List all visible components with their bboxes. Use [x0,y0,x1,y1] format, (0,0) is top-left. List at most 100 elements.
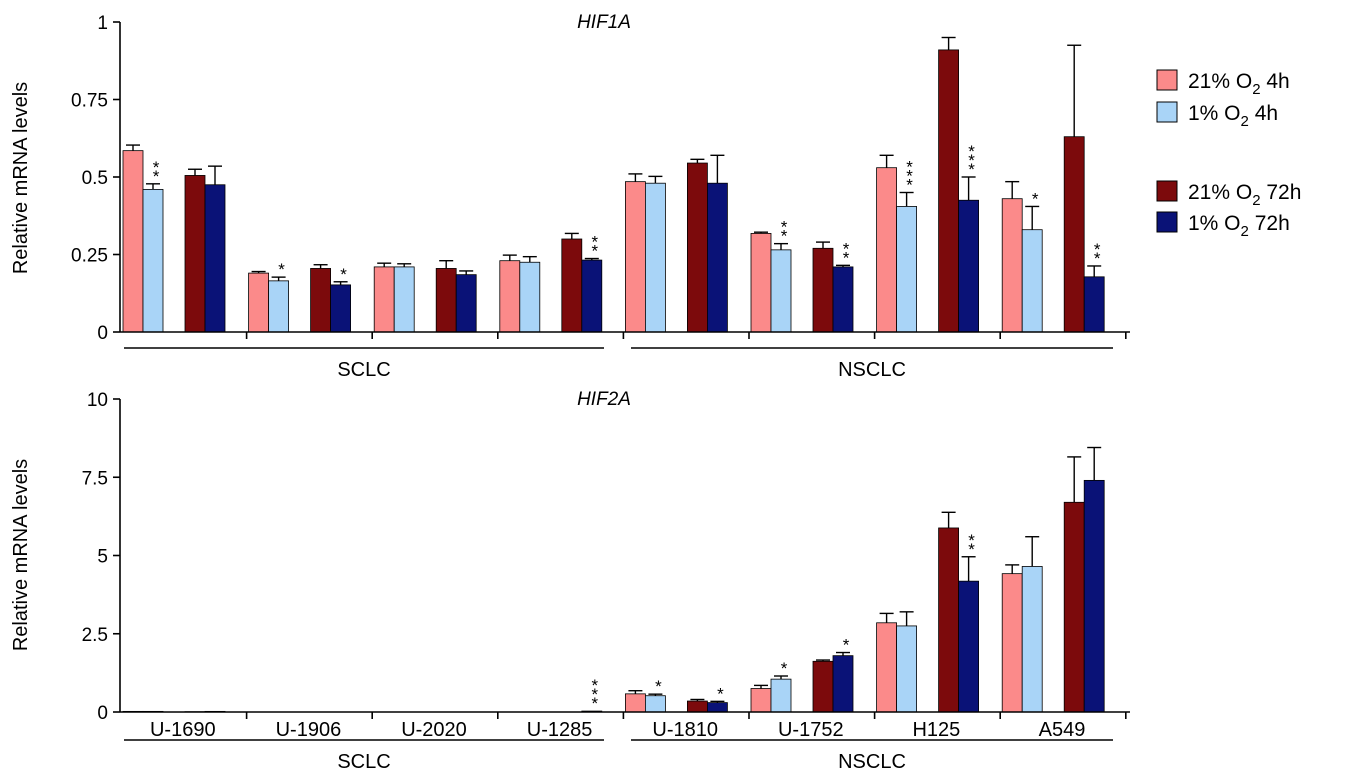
category-label: A549 [1039,719,1086,741]
significance-star: * [340,265,347,284]
bar [770,249,792,333]
legend-label: 21% O2 4h [1188,70,1290,98]
bars-hif2a: *** * ***** [122,446,1105,713]
significance-star: * [717,684,724,703]
bar [770,678,792,713]
bar [519,261,541,333]
category-label: U-1752 [778,719,844,741]
bar [876,167,897,333]
axes-hif2a [119,399,1130,719]
bar [938,527,959,713]
category-label: H125 [912,719,960,741]
bar [1021,566,1043,713]
bar [687,162,708,333]
axes-hif1a [119,22,1130,339]
significance-star: * [153,158,160,177]
significance-star: * [906,167,913,186]
significance-star: * [968,531,975,550]
significance-star: * [843,636,850,655]
significance-star: * [1032,189,1039,208]
group-label: SCLC [337,751,390,773]
bar [896,625,917,713]
significance-star: * [278,260,285,279]
significance-star: * [968,160,975,179]
bar [435,268,457,333]
legend-label: 1% O2 4h [1188,102,1278,130]
significance-star: * [843,239,850,258]
bar [310,268,332,333]
category-label: U-2020 [401,719,467,741]
legend-swatch [1156,211,1178,233]
hif1a-panel: HIF1A Relative mRNA levels 0 0.25 0.5 0.75 1… [10,12,1130,381]
bar [142,188,164,333]
significance-star: * [968,540,975,559]
category-label: U-1690 [150,719,216,741]
bar [1083,276,1105,333]
bar [812,660,834,713]
significance-star: * [1094,240,1101,259]
bar [499,260,521,333]
bar [938,49,959,333]
y-tick-label: 0.5 [82,168,108,189]
group-brackets-hif2a: SCLC NSCLC [124,739,1113,773]
bar [832,266,854,333]
y-ticks-hif2a: 0 2.5 5 7.5 10 [82,390,120,724]
group-label: NSCLC [838,359,906,381]
bar [645,182,666,333]
bar [455,274,477,333]
y-tick-label: 2.5 [82,625,108,646]
y-tick-label: 0 [97,323,108,344]
group-label: NSCLC [838,751,906,773]
significance-star: * [781,659,788,678]
category-label: U-1285 [527,719,593,741]
y-tick-label: 0.75 [71,91,108,112]
bar [184,175,206,333]
y-tick-label: 5 [97,547,108,568]
significance-star: * [591,242,598,261]
bar [122,150,144,333]
bar [625,181,646,333]
bar [393,266,415,333]
legend-label: 21% O2 72h [1188,181,1301,209]
significance-star: * [906,158,913,177]
significance-star: * [781,227,788,246]
bar [1083,479,1105,713]
category-label: U-1810 [652,719,718,741]
y-tick-label: 1 [97,13,108,34]
bar [750,233,772,333]
bar [1001,198,1023,333]
bar [707,702,728,713]
bar [625,693,646,713]
bar [1063,136,1085,333]
legend-swatch [1156,180,1178,202]
bar [1021,229,1043,333]
legend: 21% O2 4h 1% O2 4h 21% O2 72h 1% O2 72h [1156,69,1301,240]
significance-star: * [591,676,598,695]
y-ticks-hif1a: 0 0.25 0.5 0.75 1 [71,13,120,344]
significance-star: * [655,677,662,696]
legend-label: 1% O2 72h [1188,212,1290,240]
hif2a-panel: HIF2A Relative mRNA levels 02.557.510 **… [10,389,1130,773]
bar [248,272,270,333]
significance-star: * [591,233,598,252]
bar [1001,573,1023,713]
bar [645,695,666,713]
significance-star: * [591,694,598,713]
bar [896,206,917,333]
category-label: U-1906 [276,719,342,741]
bar [750,688,772,713]
significance-star: * [591,685,598,704]
bar [707,182,728,333]
significance-star: * [843,248,850,267]
y-tick-label: 0 [97,703,108,724]
y-axis-label-hif1a: Relative mRNA levels [10,82,32,274]
y-tick-label: 0.25 [71,246,108,267]
group-label: SCLC [337,359,390,381]
panel-title-hif1a: HIF1A [577,12,631,33]
bar [581,259,603,333]
bar [876,622,897,713]
legend-swatch [1156,69,1178,91]
panel-title-hif2a: HIF2A [577,389,631,410]
bar [561,238,583,333]
